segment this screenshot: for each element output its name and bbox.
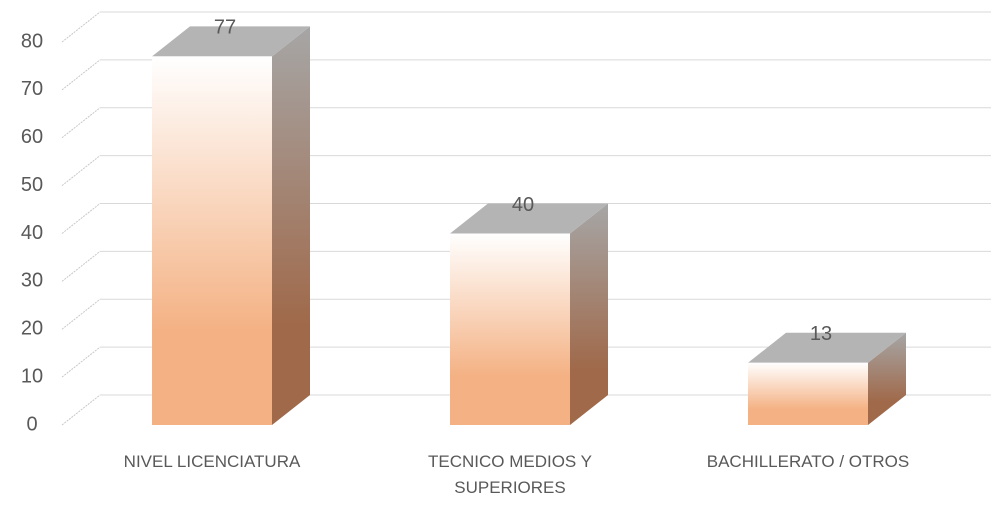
grid-line-depth bbox=[61, 59, 101, 91]
data-label: 13 bbox=[810, 323, 832, 345]
bar bbox=[152, 56, 272, 426]
y-tick-label: 80 bbox=[21, 30, 43, 52]
y-tick-label: 60 bbox=[21, 126, 43, 148]
grid-line-depth bbox=[61, 346, 101, 378]
grid-line-depth bbox=[61, 155, 101, 187]
bar-top bbox=[152, 26, 310, 57]
data-label: 40 bbox=[512, 194, 534, 216]
x-tick-label: NIVEL LICENCIATURA bbox=[123, 452, 301, 471]
bar-top bbox=[450, 203, 608, 234]
bar-side bbox=[868, 332, 906, 425]
x-tick-label: TECNICO MEDIOS Y SUPERIORES bbox=[427, 452, 593, 497]
grid-line-depth bbox=[61, 203, 101, 234]
bar bbox=[748, 362, 868, 425]
x-tick-label: BACHILLERATO / OTROS bbox=[706, 452, 910, 471]
grid-line-depth bbox=[61, 107, 101, 139]
bar bbox=[450, 233, 570, 425]
data-label: 77 bbox=[214, 17, 236, 39]
y-tick-label: 70 bbox=[21, 78, 43, 100]
grid-line-depth bbox=[61, 11, 101, 43]
bar-side bbox=[570, 203, 608, 425]
bar-top bbox=[748, 332, 906, 363]
y-tick-label: 50 bbox=[21, 174, 43, 196]
bar-side bbox=[272, 26, 310, 426]
grid-line-depth bbox=[61, 298, 101, 330]
y-tick-label: 0 bbox=[26, 413, 37, 435]
y-tick-label: 20 bbox=[21, 318, 43, 340]
grid-line-depth bbox=[61, 250, 101, 282]
y-tick-label: 10 bbox=[21, 365, 43, 387]
grid-line-depth bbox=[61, 394, 101, 426]
y-tick-label: 30 bbox=[21, 270, 43, 292]
y-tick-label: 40 bbox=[21, 222, 43, 244]
